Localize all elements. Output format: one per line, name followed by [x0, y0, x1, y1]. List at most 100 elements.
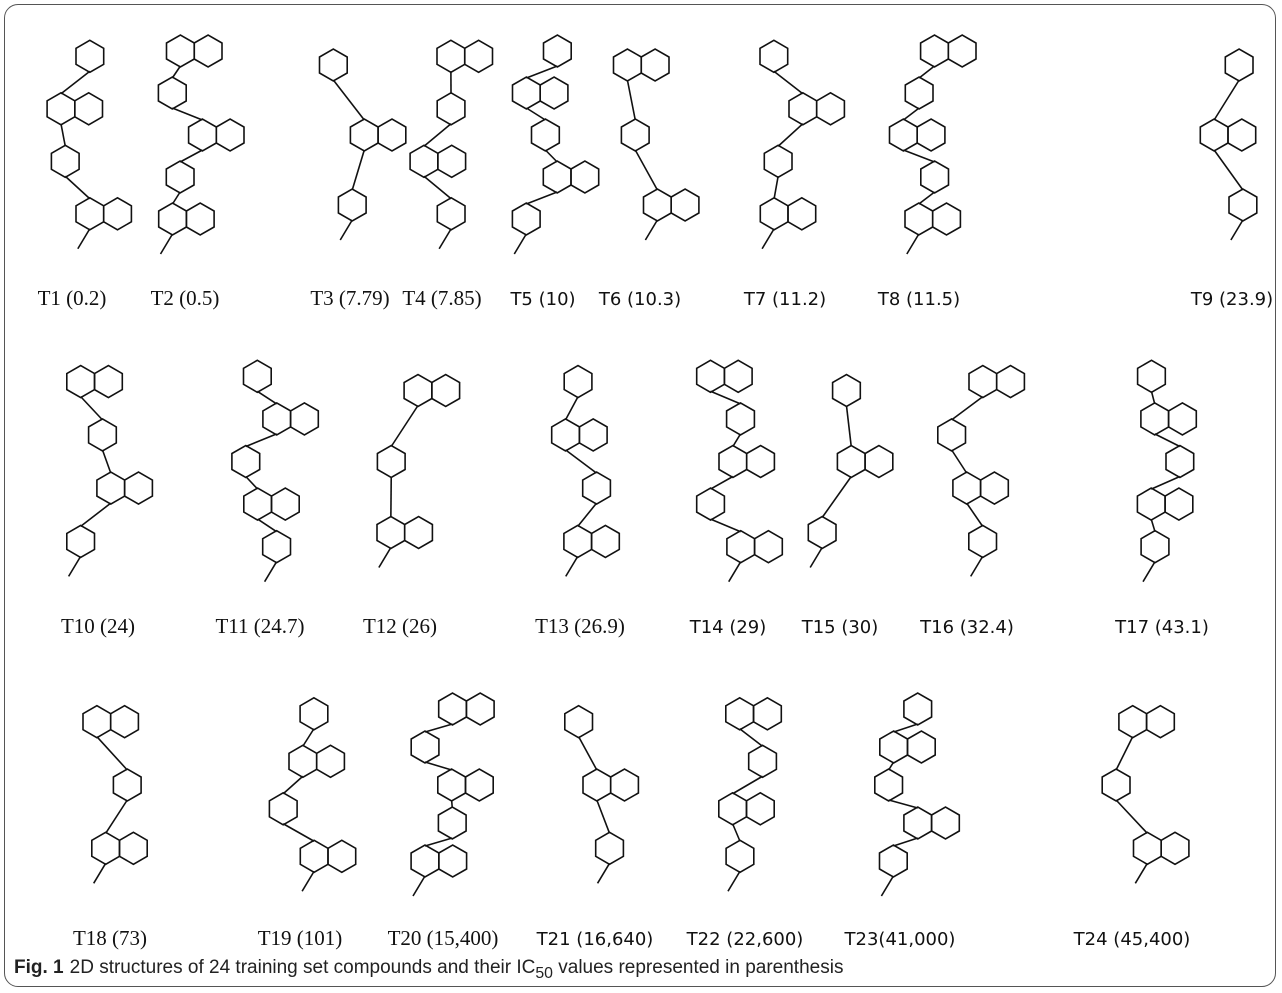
- bond: [740, 729, 763, 747]
- ring: [159, 203, 187, 235]
- ring: [167, 35, 195, 67]
- bond: [728, 871, 740, 891]
- bond: [711, 519, 741, 532]
- ring: [411, 845, 439, 877]
- bond: [907, 234, 919, 254]
- compound: T21 (16,640): [536, 706, 654, 950]
- bond: [258, 519, 277, 532]
- bond: [302, 871, 314, 891]
- ring: [300, 698, 328, 730]
- bond: [903, 108, 919, 120]
- bond: [598, 863, 610, 883]
- ring: [726, 840, 754, 872]
- ring: [544, 35, 572, 67]
- bond: [425, 838, 452, 846]
- ring: [833, 375, 861, 407]
- bond: [161, 234, 173, 254]
- ring: [917, 119, 945, 151]
- compound: T12 (26): [363, 375, 460, 638]
- bond: [822, 477, 851, 518]
- compound: T19 (101): [258, 698, 356, 950]
- bond: [919, 192, 935, 204]
- ring: [890, 119, 918, 151]
- ring: [1141, 531, 1169, 563]
- compound: T9 (23.9): [1190, 49, 1273, 310]
- ring: [437, 93, 465, 125]
- compound: T2 (0.5): [151, 35, 244, 310]
- ring: [244, 488, 272, 520]
- bond: [578, 503, 597, 526]
- ring: [466, 693, 494, 725]
- ring: [592, 525, 620, 557]
- bond: [952, 397, 983, 420]
- ring: [880, 731, 908, 763]
- bond: [889, 800, 918, 808]
- compound: T10 (24): [61, 366, 152, 638]
- compound: T6 (10.3): [598, 49, 699, 310]
- ring: [320, 49, 348, 81]
- ring: [411, 731, 439, 763]
- bond: [265, 562, 277, 582]
- ring: [47, 93, 75, 125]
- bond: [526, 66, 557, 78]
- bond: [1151, 477, 1180, 490]
- ring: [747, 793, 775, 825]
- ring: [621, 119, 649, 151]
- bond: [774, 176, 778, 199]
- ring: [1165, 488, 1193, 520]
- bond: [952, 450, 967, 473]
- ring: [611, 769, 639, 801]
- ring: [291, 403, 319, 435]
- ring: [697, 488, 725, 520]
- ring: [614, 49, 642, 81]
- ring: [125, 472, 153, 504]
- ring: [583, 472, 611, 504]
- ring: [67, 525, 95, 557]
- ring: [216, 119, 244, 151]
- compound-label: T11 (24.7): [215, 614, 304, 638]
- ring: [1169, 403, 1197, 435]
- ring: [969, 366, 997, 398]
- ring: [438, 145, 466, 177]
- compound-label: T21 (16,640): [536, 929, 654, 950]
- compound-label: T5 (10): [509, 289, 575, 310]
- compound-label: T16 (32.4): [919, 617, 1014, 638]
- ring: [1200, 119, 1228, 151]
- bond: [97, 737, 127, 770]
- bond: [69, 556, 81, 576]
- bond: [1116, 800, 1147, 833]
- bond: [61, 71, 90, 94]
- ring: [51, 145, 79, 177]
- bond: [894, 724, 918, 732]
- ring: [969, 525, 997, 557]
- ring: [377, 517, 405, 549]
- compound-label: T23(41,000): [844, 929, 956, 950]
- bond: [635, 150, 657, 190]
- bond: [1214, 150, 1243, 190]
- ring: [194, 35, 222, 67]
- bond: [61, 124, 65, 147]
- ring: [1102, 769, 1130, 801]
- ring: [540, 77, 568, 109]
- bond: [711, 391, 741, 404]
- bond: [733, 776, 763, 794]
- ring: [671, 189, 699, 221]
- compound-label: T14 (29): [689, 617, 767, 638]
- ring: [404, 375, 432, 407]
- ring: [166, 161, 194, 193]
- ring: [727, 531, 755, 563]
- bond: [1151, 391, 1154, 404]
- compound-label: T24 (45,400): [1073, 929, 1191, 950]
- ring: [465, 40, 493, 72]
- bond: [333, 80, 364, 120]
- ring: [328, 840, 356, 872]
- bond: [173, 192, 181, 204]
- bond: [81, 503, 111, 526]
- bond: [352, 150, 364, 190]
- compound-label: T4 (7.85): [402, 286, 481, 310]
- ring: [1141, 403, 1169, 435]
- compound-label: T18 (73): [73, 926, 147, 950]
- ring: [111, 706, 139, 738]
- bond: [1151, 519, 1155, 532]
- bond: [257, 391, 276, 404]
